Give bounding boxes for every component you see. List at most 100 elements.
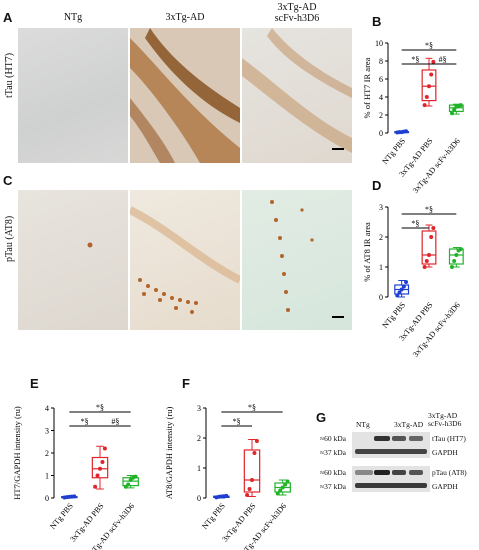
x-category-label: 3xTg-AD scFv-h3D6 — [411, 137, 462, 195]
micrograph-at8-3xtg — [130, 190, 240, 330]
y-tick-label: 3 — [197, 404, 201, 413]
blot-band — [374, 436, 390, 441]
data-point — [285, 479, 290, 484]
significance-label: *§ — [411, 219, 419, 228]
y-tick-label: 4 — [45, 404, 49, 413]
significance-label: *§ — [233, 417, 241, 426]
data-point — [452, 107, 457, 112]
panel-letter-b: B — [372, 14, 382, 29]
column-header-scfv: 3xTg-AD scFv-h3D6 — [274, 2, 320, 24]
data-point — [452, 259, 457, 263]
significance-label: *§ — [81, 417, 89, 426]
data-point — [424, 95, 429, 99]
blot-label-gapdh-1: GAPDH — [432, 448, 458, 457]
data-point — [395, 293, 400, 298]
data-point — [458, 247, 463, 251]
row-label-ptau: pTau (AT8) — [4, 215, 15, 262]
micrograph-at8-scfv — [242, 190, 352, 330]
y-axis-label: AT8/GAPDH intensity (ru) — [164, 407, 174, 500]
panel-letter-g: G — [316, 410, 327, 425]
significance-label: *§ — [248, 403, 256, 412]
y-tick-label: 4 — [379, 93, 383, 102]
significance-label: *§ — [96, 403, 104, 412]
data-point — [247, 487, 252, 491]
blot-band — [355, 449, 427, 454]
data-point — [250, 478, 254, 482]
micrograph-at8-3xtg-texture — [130, 206, 240, 314]
data-point — [275, 491, 280, 496]
data-point — [404, 129, 409, 134]
panel-letter-f: F — [182, 376, 190, 391]
data-point — [102, 446, 107, 451]
column-header-3xtg: 3xTg-AD — [165, 12, 205, 23]
data-point — [126, 482, 131, 487]
data-point — [401, 284, 406, 289]
box-rect — [448, 248, 464, 265]
box-rect — [421, 230, 437, 265]
significance-label: #§ — [111, 417, 119, 426]
data-point — [399, 287, 404, 292]
micrograph-ht7-scfv-texture — [242, 28, 352, 153]
box-rect — [421, 69, 437, 102]
blot-band — [374, 470, 390, 475]
panel-letter-e: E — [30, 376, 39, 391]
data-point — [422, 265, 427, 269]
significance-label: *§ — [411, 55, 419, 64]
data-point — [72, 494, 77, 499]
data-point — [429, 72, 434, 77]
blot-membrane-ht7 — [352, 432, 430, 458]
y-tick-label: 0 — [379, 129, 383, 138]
blot-membrane-at8 — [352, 466, 430, 492]
box-rect — [91, 456, 109, 479]
y-tick-label: 2 — [45, 449, 49, 458]
box-rect — [243, 449, 261, 493]
y-tick-label: 3 — [379, 203, 383, 212]
data-point — [133, 474, 138, 479]
y-tick-label: 3 — [45, 427, 49, 436]
significance-label: *§ — [425, 205, 433, 214]
blot-header-3xtg: 3xTg-AD — [394, 420, 424, 429]
data-point — [100, 460, 105, 464]
blot-header-scfv: 3xTg-AD scFv-h3D6 — [428, 411, 462, 428]
data-point — [224, 493, 229, 498]
blot-band — [392, 436, 406, 441]
y-tick-label: 1 — [379, 263, 383, 272]
y-axis-label: HT7/GAPDH intensity (ru) — [12, 406, 22, 500]
data-point — [283, 482, 288, 487]
y-tick-label: 0 — [197, 494, 201, 503]
blot-band — [409, 436, 423, 441]
data-point — [429, 235, 434, 239]
panel-letter-d: D — [372, 178, 382, 193]
column-header-ntg: NTg — [63, 12, 83, 23]
scale-bar — [332, 148, 344, 150]
blot-label-gapdh-2: GAPDH — [432, 482, 458, 491]
data-point — [427, 253, 431, 257]
micrograph-ht7-ntg — [18, 28, 128, 163]
micrograph-at8-scfv-texture — [270, 200, 314, 312]
x-category-label: NTg PBS — [48, 502, 75, 531]
data-point — [245, 493, 250, 497]
data-point — [422, 103, 427, 108]
y-tick-label: 0 — [379, 293, 383, 302]
y-tick-label: 2 — [379, 111, 383, 120]
y-axis-label: % of AT8 IR area — [362, 222, 372, 282]
data-point — [458, 103, 463, 108]
blot-band — [409, 470, 423, 475]
panel-letter-a: A — [3, 10, 13, 25]
y-tick-label: 1 — [45, 472, 49, 481]
y-tick-label: 8 — [379, 57, 383, 66]
data-point — [93, 484, 98, 489]
y-tick-label: 0 — [45, 494, 49, 503]
x-category-label: NTg PBS — [200, 502, 227, 531]
scale-bar — [332, 316, 344, 318]
data-point — [431, 59, 436, 64]
y-tick-label: 2 — [197, 434, 201, 443]
data-point — [95, 473, 100, 478]
data-point — [454, 253, 459, 257]
micrograph-ht7-3xtg — [130, 28, 240, 163]
blot-kda-at8: ≈60 kDa — [320, 468, 346, 477]
blot-kda-ht7: ≈60 kDa — [320, 434, 346, 443]
